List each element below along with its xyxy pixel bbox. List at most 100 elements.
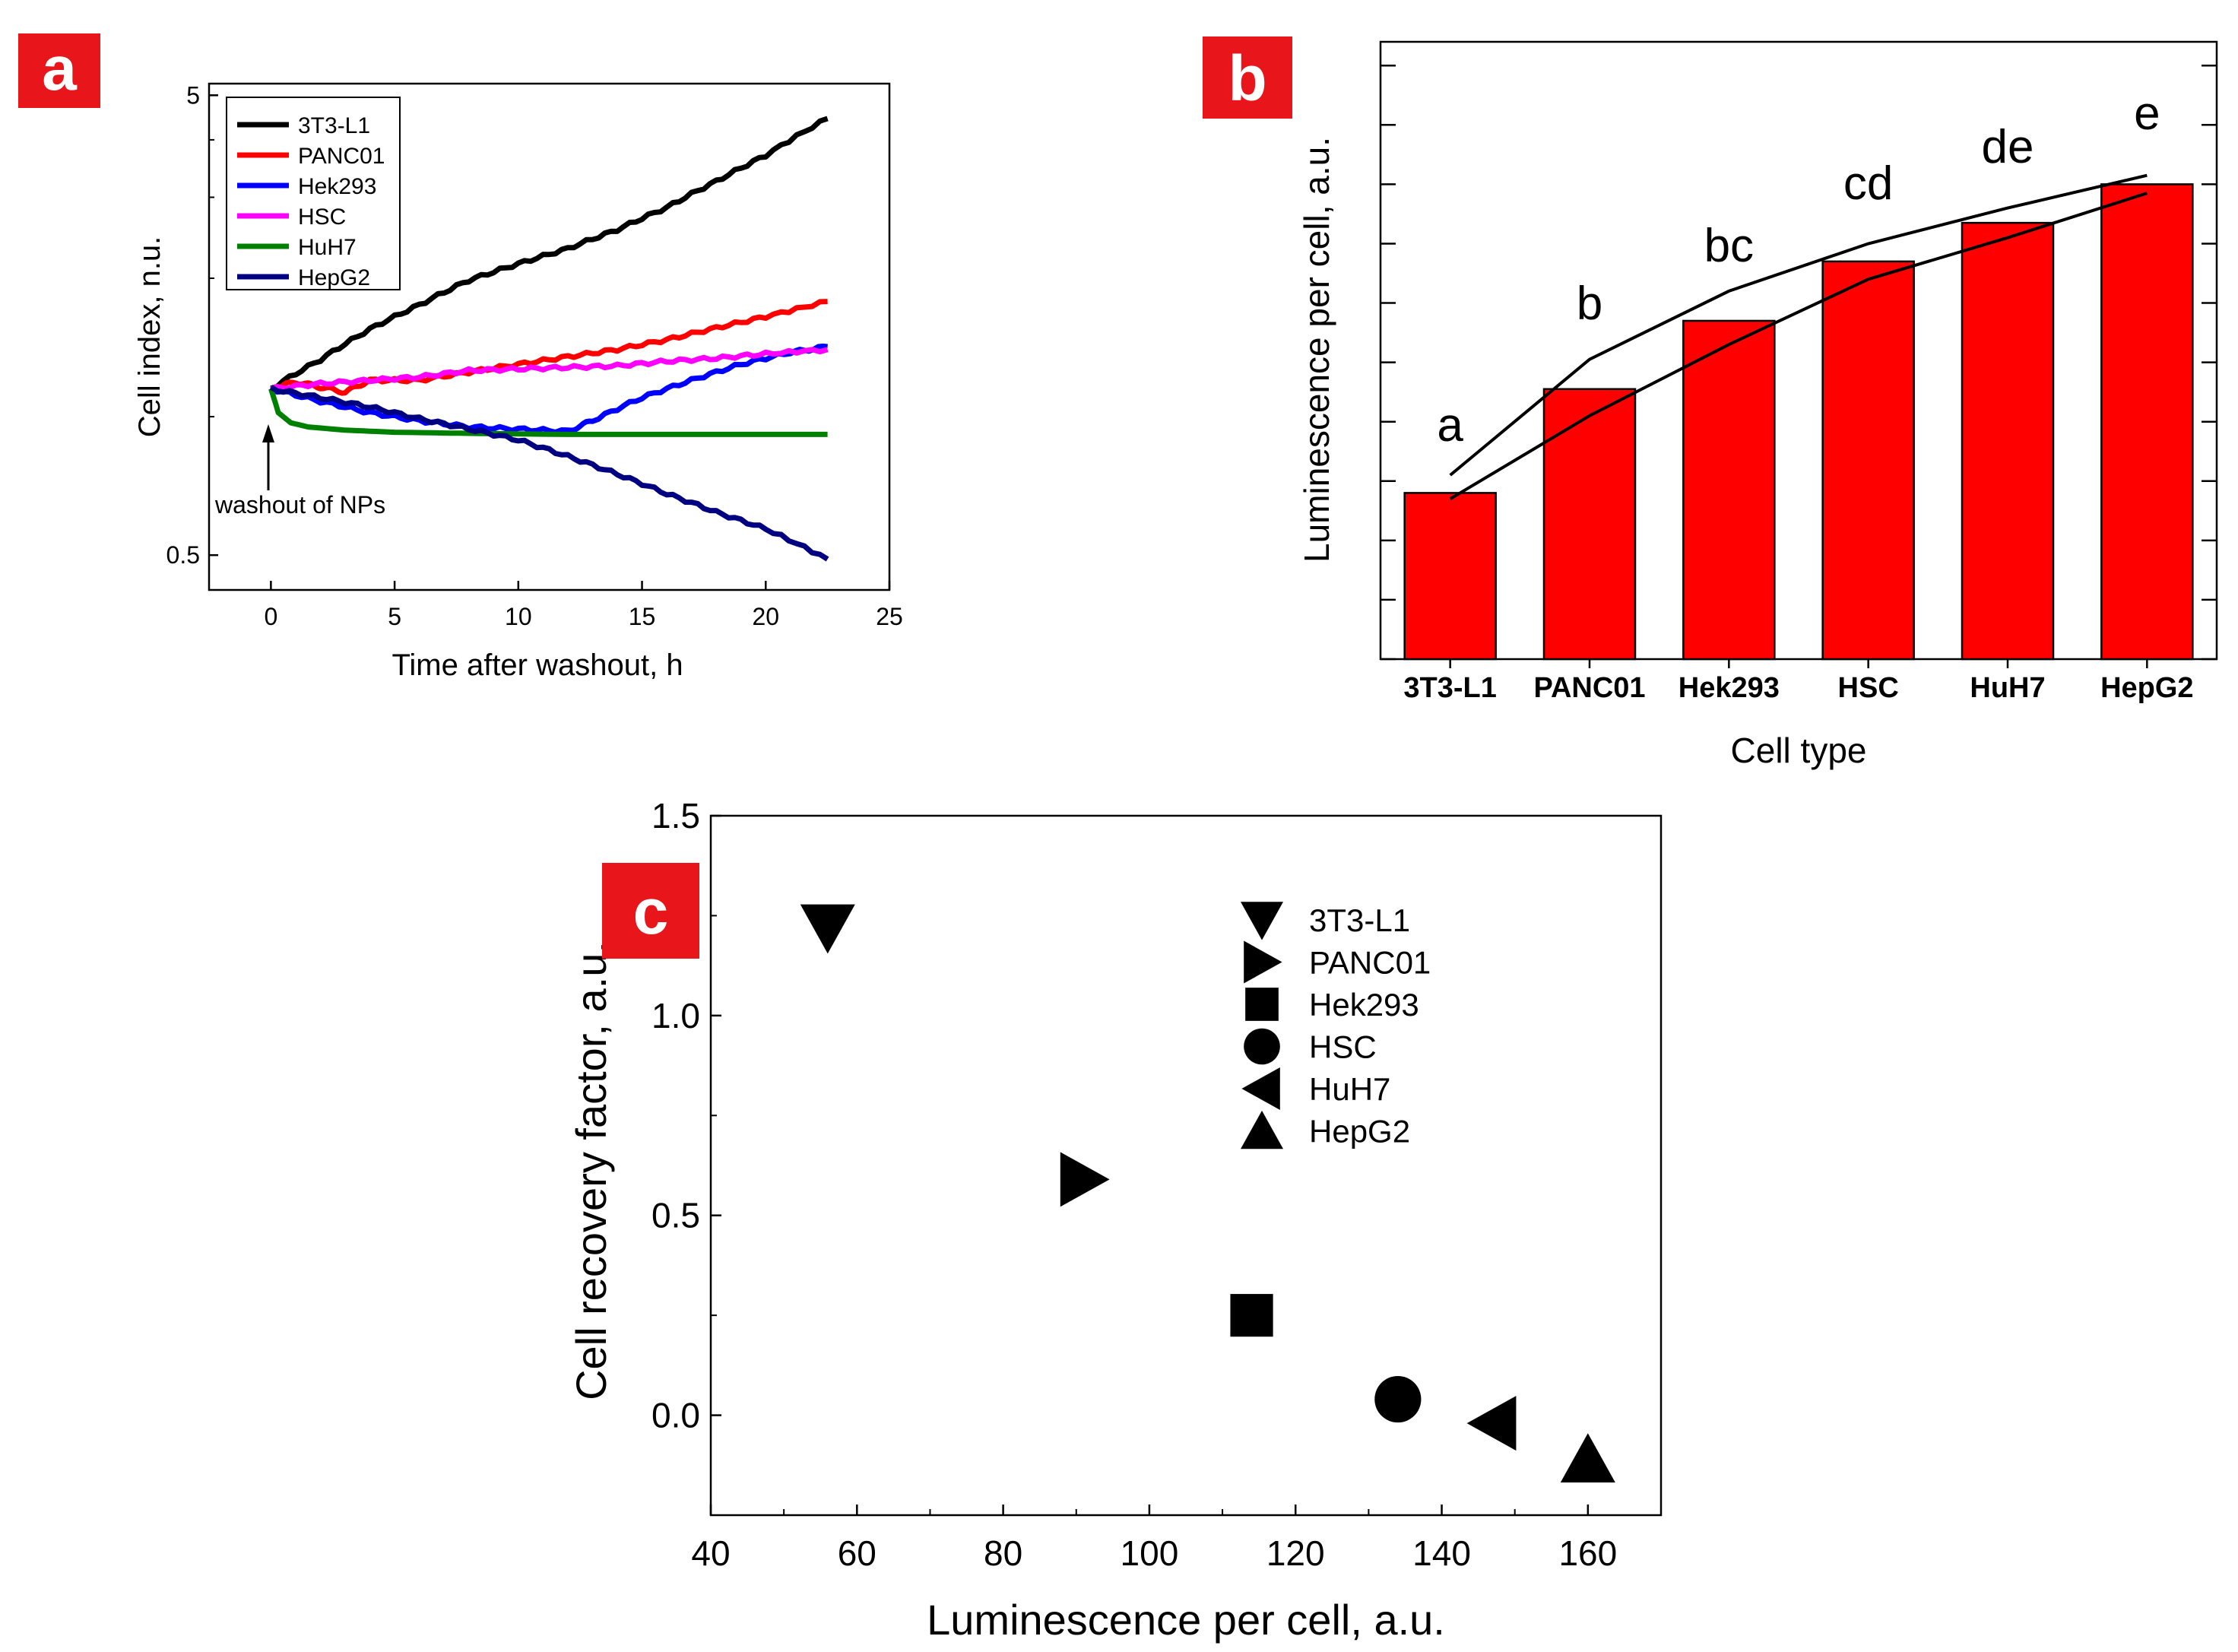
category-label-hepg2: HepG2	[2100, 672, 2193, 704]
panel-c-y-axis-label: Cell recovery factor, a.u.	[567, 941, 615, 1400]
panel-c-legend: 3T3-L1 PANC01 Hek293 HSC HuH7 HepG2	[1241, 902, 1431, 1149]
panel-c-x-tick-label: 40	[691, 1533, 730, 1573]
series-line-hsc	[270, 347, 829, 392]
significance-letter-b: b	[1577, 277, 1602, 330]
panel-c-y-tick-label: 1.5	[651, 796, 700, 836]
panel-a: a 0 5 10 15 20 25 0.55 Time after washout, h …	[18, 33, 903, 682]
series-line-3t3-l1	[270, 116, 829, 392]
panel-a-x-axis-label: Time after washout, h	[391, 648, 683, 682]
panel-b-y-axis-label: Luminescence per cell, a.u.	[1297, 137, 1336, 563]
legend-label-3t3-l1: 3T3-L1	[298, 113, 370, 138]
legend-label-hsc: HSC	[1309, 1029, 1377, 1065]
point-hsc	[1374, 1375, 1422, 1423]
panel-c-y-ticks: 0.0 0.5 1.0 1.5	[651, 796, 721, 1516]
panel-c-y-tick-label: 1.0	[651, 996, 700, 1035]
legend-marker-hsc	[1244, 1028, 1280, 1065]
point-panc01	[1060, 1152, 1110, 1207]
lower-trend-line	[1449, 192, 2148, 500]
panel-c: 40 60 80 100 120 140 160 0.0 0.5 1.0 1.5 3T3-L1 PA…	[567, 796, 1663, 1644]
panel-a-x-tick-label: 5	[388, 603, 401, 630]
category-label-hek293: Hek293	[1678, 672, 1780, 704]
panel-b-category-labels: 3T3-L1 PANC01 Hek293 HSC HuH7 HepG2	[1403, 659, 2194, 704]
point-huh7	[1466, 1396, 1517, 1451]
panel-c-x-tick-label: 100	[1121, 1533, 1179, 1573]
panel-c-badge	[602, 863, 699, 959]
category-label-panc01: PANC01	[1533, 672, 1645, 704]
point-hepg2	[1560, 1433, 1615, 1482]
panel-a-legend-box	[226, 97, 401, 290]
legend-label-hepg2: HepG2	[1309, 1114, 1410, 1149]
panel-c-label: c	[633, 876, 669, 947]
legend-marker-panc01	[1244, 940, 1282, 984]
significance-letter-cd: cd	[1843, 157, 1893, 210]
panel-b-significance-letters: a b bc cd de e	[1437, 87, 2160, 452]
panel-a-legend: 3T3-L1 PANC01 Hek293 HSC HuH7 HepG2	[226, 97, 401, 290]
legend-label-hsc: HSC	[298, 205, 346, 230]
legend-label-hepg2: HepG2	[298, 265, 370, 290]
panel-a-x-tick-label: 25	[876, 603, 903, 630]
panel-a-plot-frame	[208, 82, 891, 591]
upper-trend-line	[1449, 173, 2148, 477]
legend-label-hek293: Hek293	[298, 174, 376, 199]
legend-label-panc01: PANC01	[1309, 945, 1431, 981]
panel-c-x-tick-label: 80	[984, 1533, 1022, 1573]
washout-arrow-head	[262, 424, 274, 442]
series-line-huh7	[268, 388, 828, 437]
bar-hepg2	[2100, 183, 2194, 661]
panel-a-y-ticks: 0.55	[166, 81, 218, 569]
panel-c-plot-frame	[709, 814, 1663, 1517]
bar-hsc	[1821, 260, 1915, 661]
series-line-hek293	[269, 343, 828, 435]
legend-label-panc01: PANC01	[298, 144, 385, 169]
significance-letter-de: de	[1982, 121, 2034, 173]
legend-marker-huh7	[1241, 1067, 1280, 1110]
panel-a-y-axis-label: Cell index, n.u.	[133, 236, 166, 438]
panel-c-x-tick-label: 160	[1558, 1533, 1617, 1573]
panel-c-y-tick-label: 0.5	[651, 1196, 700, 1235]
legend-label-huh7: HuH7	[298, 235, 357, 260]
panel-a-label: a	[42, 34, 78, 103]
category-label-3t3-l1: 3T3-L1	[1403, 672, 1496, 704]
panel-a-x-tick-label: 15	[629, 603, 656, 630]
panel-a-x-tick-label: 20	[752, 603, 779, 630]
panel-b-bars	[1403, 183, 2194, 661]
panel-b-trend-lines	[1449, 173, 2148, 500]
panel-c-x-axis-label: Luminescence per cell, a.u.	[927, 1596, 1445, 1644]
washout-annotation-text: washout of NPs	[214, 491, 385, 518]
panel-b-plot-frame	[1379, 40, 2218, 661]
legend-marker-hek293	[1245, 988, 1279, 1021]
panel-a-x-tick-label: 10	[505, 603, 532, 630]
significance-letter-bc: bc	[1704, 220, 1754, 272]
washout-annotation: washout of NPs	[214, 424, 385, 518]
significance-letter-a: a	[1437, 399, 1463, 452]
category-label-hsc: HSC	[1838, 672, 1899, 704]
legend-label-huh7: HuH7	[1309, 1071, 1390, 1107]
panel-b-label: b	[1228, 43, 1266, 114]
panel-c-x-tick-label: 140	[1412, 1533, 1471, 1573]
panel-b: b 3T3-L1 PANC01 Hek293 HSC HuH7 HepG2 a b bc cd d…	[1203, 36, 2218, 770]
panel-a-badge	[18, 33, 100, 108]
panel-b-y-ticks	[1381, 64, 2217, 661]
panel-a-y-tick-label: 0.5	[166, 541, 200, 569]
panel-a-y-tick-label: 5	[186, 81, 200, 109]
category-label-huh7: HuH7	[1970, 672, 2045, 704]
panel-b-badge	[1203, 36, 1292, 119]
legend-marker-hepg2	[1241, 1110, 1283, 1149]
panel-c-x-tick-label: 120	[1266, 1533, 1325, 1573]
bar-huh7	[1961, 221, 2055, 661]
legend-label-3t3-l1: 3T3-L1	[1309, 902, 1410, 938]
point-3t3-l1	[800, 904, 855, 954]
panel-a-x-tick-label: 0	[264, 603, 277, 630]
panel-c-x-tick-label: 60	[838, 1533, 876, 1573]
panel-c-x-ticks: 40 60 80 100 120 140 160	[691, 1505, 1617, 1573]
bar-panc01	[1542, 388, 1637, 661]
panel-a-series	[268, 116, 829, 562]
panel-c-points	[800, 904, 1615, 1482]
bar-hek293	[1682, 319, 1776, 661]
legend-marker-3t3-l1	[1241, 902, 1283, 940]
legend-label-hek293: Hek293	[1309, 987, 1419, 1023]
bar-3t3-l1	[1403, 492, 1497, 661]
point-hek293	[1230, 1294, 1273, 1337]
panel-b-x-axis-label: Cell type	[1731, 731, 1867, 770]
